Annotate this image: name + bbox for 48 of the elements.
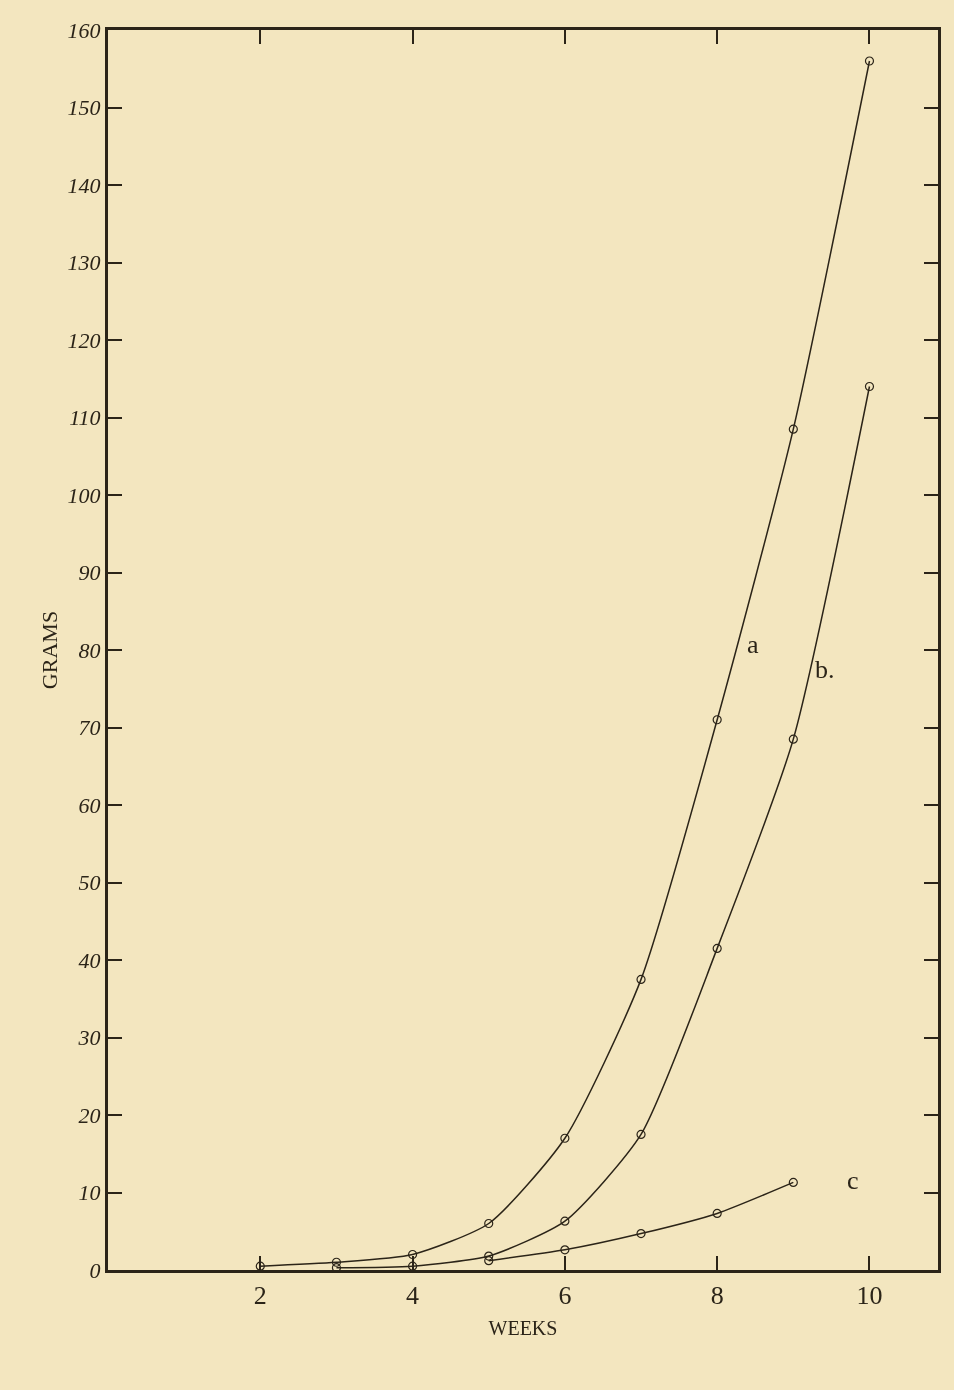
point	[484, 1218, 494, 1229]
y-tick-label: 120	[67, 327, 101, 353]
y-tick-label: 160	[67, 17, 101, 43]
y-tick-label: 70	[78, 715, 101, 741]
point	[407, 1249, 418, 1260]
point	[636, 1228, 646, 1239]
y-tick-label: 30	[77, 1025, 101, 1051]
x-tick-label: 10	[856, 1281, 883, 1311]
y-tick-label: 20	[78, 1102, 101, 1128]
point	[636, 1129, 646, 1139]
point	[560, 1216, 570, 1226]
y-tick-label: 40	[78, 947, 101, 973]
y-tick-label: 60	[78, 792, 101, 818]
y-axis-title: GRAMS	[37, 610, 63, 690]
y-tick-label: 110	[69, 405, 101, 431]
x-tick-label: 8	[710, 1281, 724, 1311]
y-tick-label: 0	[89, 1257, 101, 1283]
y-tick-label: 100	[67, 482, 101, 508]
point	[255, 1261, 265, 1270]
point	[712, 1208, 722, 1219]
y-tick-label: 150	[67, 95, 101, 121]
point	[560, 1245, 570, 1255]
point	[712, 943, 722, 953]
x-axis-title: WEEKS	[488, 1316, 558, 1339]
point	[712, 715, 722, 725]
point	[560, 1133, 570, 1143]
y-tick-label: 130	[67, 250, 101, 276]
point	[788, 424, 798, 434]
point	[331, 1257, 342, 1267]
y-tick-label: 50	[78, 870, 101, 896]
annotation: b.	[815, 655, 835, 684]
annotation: a	[747, 630, 759, 659]
x-tick-label: 2	[253, 1281, 267, 1311]
x-tick-label: 4	[406, 1281, 420, 1311]
y-tick-label: 140	[67, 172, 101, 198]
x-tick-label: 6	[558, 1281, 572, 1311]
point	[864, 381, 875, 392]
point	[636, 974, 646, 984]
point	[788, 1177, 798, 1188]
point	[484, 1256, 494, 1266]
point	[788, 734, 798, 744]
y-tick-label: 10	[78, 1180, 101, 1206]
y-tick-label: 90	[78, 560, 101, 586]
point	[407, 1261, 418, 1270]
annotation: c	[847, 1166, 859, 1195]
point	[484, 1251, 494, 1261]
point	[864, 56, 875, 66]
y-tick-label: 80	[78, 637, 101, 663]
